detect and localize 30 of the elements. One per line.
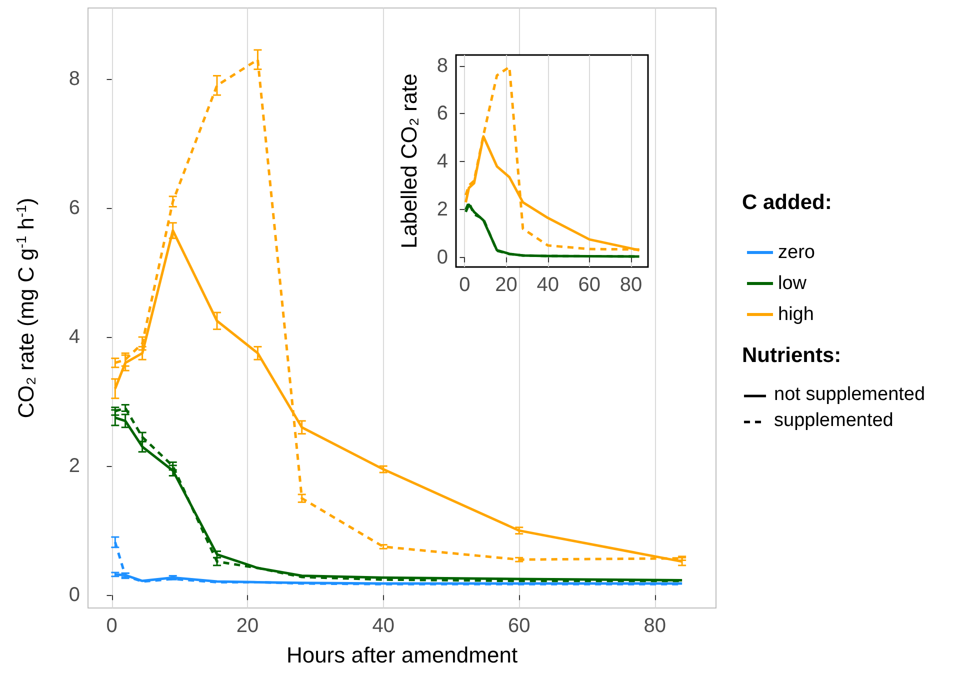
y-tick-label: 2	[68, 455, 80, 478]
text: supplemented	[774, 410, 894, 431]
x-tick-label: 0	[459, 274, 470, 296]
x-tick-label: 0	[106, 615, 118, 637]
y-tick-label: 8	[68, 68, 80, 90]
y-axis-title: Labelled CO₂ rate	[396, 74, 422, 248]
y-tick-label: 4	[68, 326, 80, 348]
y-tick-label: 6	[436, 102, 448, 125]
y-tick-label: 6	[68, 197, 80, 219]
x-tick-label: 60	[508, 615, 530, 637]
legend-title: C added:	[742, 191, 832, 214]
x-tick-label: 40	[372, 615, 394, 637]
x-tick-label: 60	[578, 274, 601, 296]
legend-label: zero	[778, 242, 815, 263]
y-axis-title: CO₂ rate (mg C g-1 h-1)	[13, 198, 38, 418]
x-tick-label: 40	[536, 274, 559, 296]
text: not supplemented	[774, 384, 926, 405]
y-tick-label: 4	[436, 150, 448, 173]
y-tick-label: 0	[436, 246, 448, 268]
y-tick-label: 0	[68, 584, 80, 606]
y-tick-label: 2	[436, 198, 448, 221]
legend-label: low	[778, 273, 807, 294]
x-tick-label: 20	[495, 274, 518, 296]
x-tick-label: 20	[236, 615, 259, 637]
y-tick-label: 8	[436, 54, 448, 77]
x-tick-label: 80	[620, 274, 642, 296]
text: Nutrients:	[742, 344, 842, 367]
x-tick-label: 80	[644, 615, 666, 637]
x-axis-title: Hours after amendment	[286, 642, 518, 668]
legend-label: high	[778, 304, 814, 325]
